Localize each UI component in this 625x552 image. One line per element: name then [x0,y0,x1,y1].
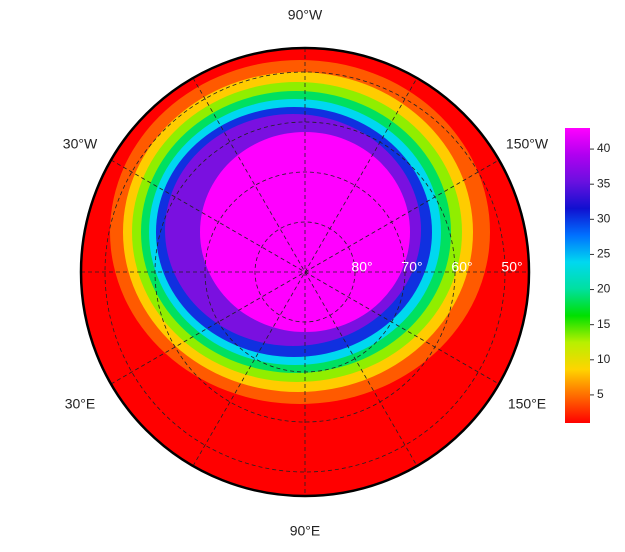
longitude-label: 150°E [508,396,546,412]
colorbar-tick-label: 40 [597,141,611,155]
longitude-label: 90°E [290,523,321,539]
colorbar-tick-label: 35 [597,176,611,190]
map-border [79,46,531,498]
colorbar-tick-label: 15 [597,317,611,331]
longitude-label: 90°W [288,7,323,23]
latitude-label: 60° [451,259,472,275]
colorbar-tick-label: 30 [597,211,611,225]
colorbar-tick-label: 25 [597,247,611,261]
latitude-label: 80° [351,259,372,275]
colorbar-tick-label: 10 [597,352,611,366]
colorbar-tick-label: 20 [597,282,611,296]
colorbar [565,128,590,423]
latitude-label: 70° [401,259,422,275]
longitude-label: 30°W [63,136,98,152]
latitude-label: 50° [501,259,522,275]
longitude-label: 150°W [506,136,549,152]
graticule [81,48,529,496]
colorbar-tick-label: 5 [597,387,604,401]
longitude-label: 30°E [65,396,96,412]
field [81,48,529,496]
